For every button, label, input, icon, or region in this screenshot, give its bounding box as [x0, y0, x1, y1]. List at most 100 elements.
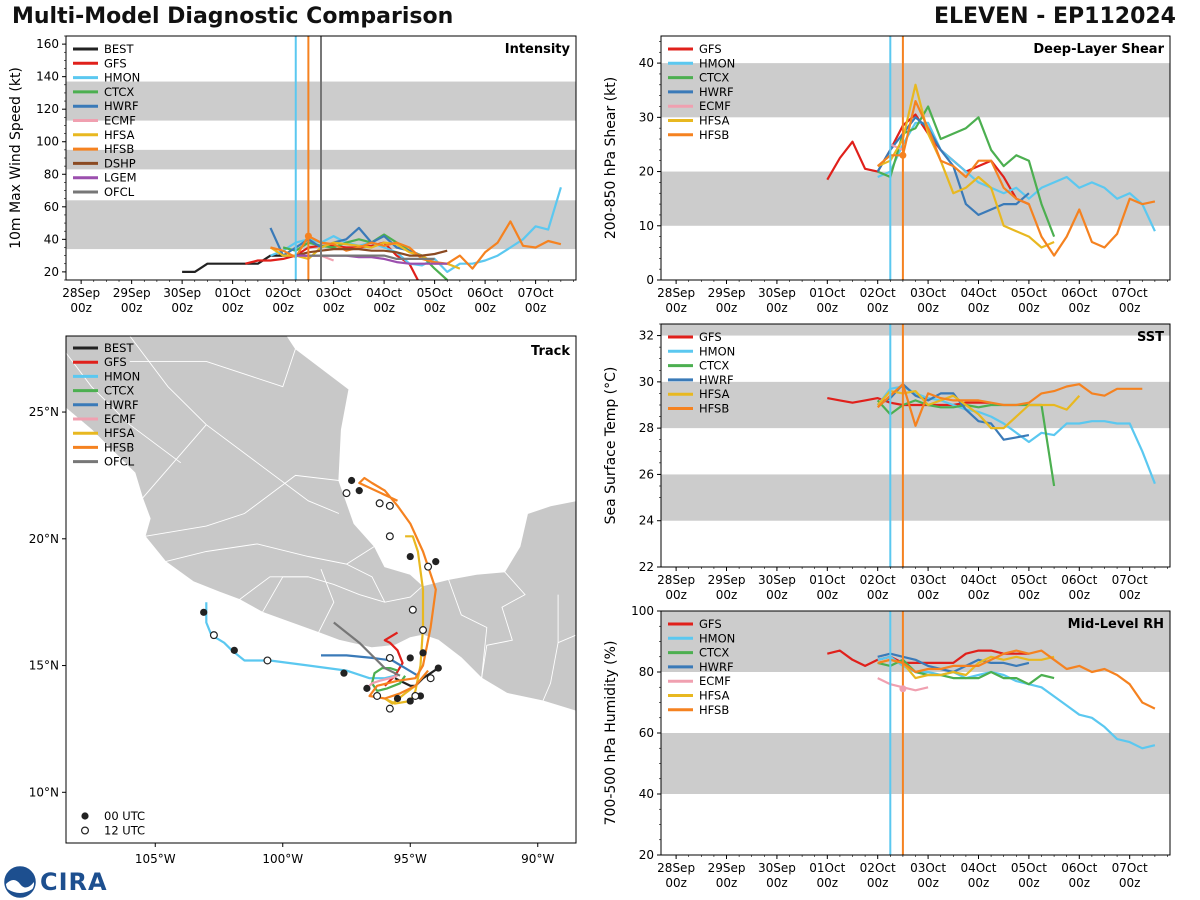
sst-xtick-label: 03Oct — [910, 573, 946, 587]
sst-xtick-label: 29Sep — [708, 573, 746, 587]
rh-legend-label: HMON — [699, 631, 735, 645]
sst-xtick-label: 06Oct — [1061, 573, 1097, 587]
track-map-group — [66, 336, 576, 713]
sst-xtick-label: 00z — [817, 588, 839, 602]
intensity-ylabel: 10m Max Wind Speed (kt) — [8, 67, 24, 249]
rh-xtick-label: 00z — [968, 876, 990, 890]
sst-xtick-label: 05Oct — [1011, 573, 1047, 587]
track-lat-label: 25°N — [29, 405, 59, 419]
intensity-ytick-label: 40 — [44, 232, 59, 246]
track-marker-00utc — [348, 476, 356, 485]
rh-xtick-label: 00z — [716, 876, 738, 890]
track-marker-12utc — [424, 562, 433, 571]
track-legend-marker-label: 00 UTC — [104, 809, 145, 823]
sst-series-hfsb — [876, 383, 1143, 427]
rh-band-0 — [661, 733, 1170, 794]
sst-xtick-label: 04Oct — [960, 573, 996, 587]
sst-xtick-label: 28Sep — [657, 573, 695, 587]
sst-ylabel: Sea Surface Temp (°C) — [603, 367, 619, 525]
track-ofcl — [333, 621, 401, 677]
sst-series-hfsa — [876, 390, 1081, 430]
track-marker-00utc — [406, 552, 414, 561]
shear-legend-label: HWRF — [699, 85, 734, 99]
sst-xtick-label: 00z — [1068, 588, 1090, 602]
rh-series-hfsb — [877, 649, 1156, 710]
shear-xtick-label: 00z — [665, 301, 687, 315]
sst-legend-label: CTCX — [699, 359, 729, 373]
intensity-hfsb-marker — [304, 232, 312, 240]
track-marker-00utc — [406, 654, 414, 662]
shear-xtick-label: 00z — [867, 301, 889, 315]
sst-legend-label: GFS — [699, 330, 722, 344]
intensity-legend-label: DSHP — [104, 156, 136, 170]
shear-ytick-label: 20 — [639, 165, 654, 179]
sst-xtick-label: 00z — [1018, 588, 1040, 602]
track-hwrf — [321, 654, 419, 677]
intensity-xtick-label: 07Oct — [518, 286, 554, 300]
sst-xtick-label: 00z — [917, 588, 939, 602]
rh-panel: 2040608010028Sep00z29Sep00z30Sep00z01Oct… — [603, 604, 1171, 890]
shear-series-ecmf — [889, 143, 904, 151]
track-marker-00utc — [406, 697, 414, 705]
shear-legend-label: HFSB — [699, 128, 729, 142]
rh-series-ctcx — [877, 658, 1055, 686]
intensity-series-hfsb — [270, 220, 562, 270]
shear-xtick-label: 28Sep — [657, 286, 695, 300]
track-marker-12utc — [408, 605, 417, 614]
rh-ytick-label: 80 — [639, 665, 654, 679]
main-title: Multi-Model Diagnostic Comparison — [12, 4, 454, 29]
sst-legend-label: HFSA — [699, 387, 730, 401]
sst-ytick-label: 24 — [639, 514, 654, 528]
shear-xtick-label: 00z — [968, 301, 990, 315]
track-marker-12utc — [385, 501, 394, 510]
track-legend-label: HWRF — [104, 398, 139, 412]
rh-xtick-label: 05Oct — [1011, 861, 1047, 875]
track-lat-label: 10°N — [29, 785, 59, 799]
shear-ytick-label: 10 — [639, 219, 654, 233]
track-lon-label: 90°W — [521, 852, 554, 866]
shear-legend-label: GFS — [699, 42, 722, 56]
shear-series-group — [826, 83, 1156, 257]
rh-xtick-label: 29Sep — [708, 861, 746, 875]
track-marker-12utc — [419, 626, 428, 635]
track-hfsa — [383, 535, 425, 705]
track-marker-00utc — [434, 664, 442, 672]
intensity-xtick-label: 00z — [323, 301, 345, 315]
intensity-xtick-label: 00z — [171, 301, 193, 315]
track-legend-marker-filled — [81, 812, 89, 820]
sst-xtick-label: 01Oct — [809, 573, 845, 587]
state-border-6 — [481, 571, 526, 679]
shear-legend-label: HMON — [699, 56, 735, 70]
track-marker-12utc — [375, 499, 384, 508]
shear-xtick-label: 00z — [766, 301, 788, 315]
rh-panel-title: Mid-Level RH — [1068, 617, 1164, 632]
rh-xtick-label: 07Oct — [1112, 861, 1148, 875]
sst-xtick-label: 00z — [1119, 588, 1141, 602]
track-ecmf — [368, 674, 398, 687]
track-marker-00utc — [363, 684, 371, 692]
rh-ytick-label: 20 — [639, 848, 654, 862]
track-legend-label: CTCX — [104, 384, 134, 398]
sst-xtick-label: 00z — [968, 588, 990, 602]
intensity-xtick-label: 06Oct — [467, 286, 503, 300]
track-lon-label: 100°W — [262, 852, 303, 866]
shear-ytick-label: 40 — [639, 56, 654, 70]
rh-xtick-label: 03Oct — [910, 861, 946, 875]
rh-xtick-label: 30Sep — [758, 861, 796, 875]
sst-xtick-label: 00z — [867, 588, 889, 602]
rh-xtick-label: 01Oct — [809, 861, 845, 875]
intensity-xtick-label: 00z — [525, 301, 547, 315]
sst-frame — [660, 323, 1171, 568]
sst-legend-label: HMON — [699, 344, 735, 358]
rh-legend-label: HFSB — [699, 703, 729, 717]
sst-ytick-label: 26 — [639, 467, 654, 481]
intensity-legend-label: HWRF — [104, 99, 139, 113]
sst-ytick-label: 28 — [639, 421, 654, 435]
sst-ytick-label: 32 — [639, 329, 654, 343]
state-border-13 — [346, 563, 386, 603]
track-frame — [65, 335, 577, 844]
sst-ytick-label: 30 — [639, 375, 654, 389]
track-lon-label: 95°W — [394, 852, 427, 866]
rh-xtick-label: 00z — [1119, 876, 1141, 890]
